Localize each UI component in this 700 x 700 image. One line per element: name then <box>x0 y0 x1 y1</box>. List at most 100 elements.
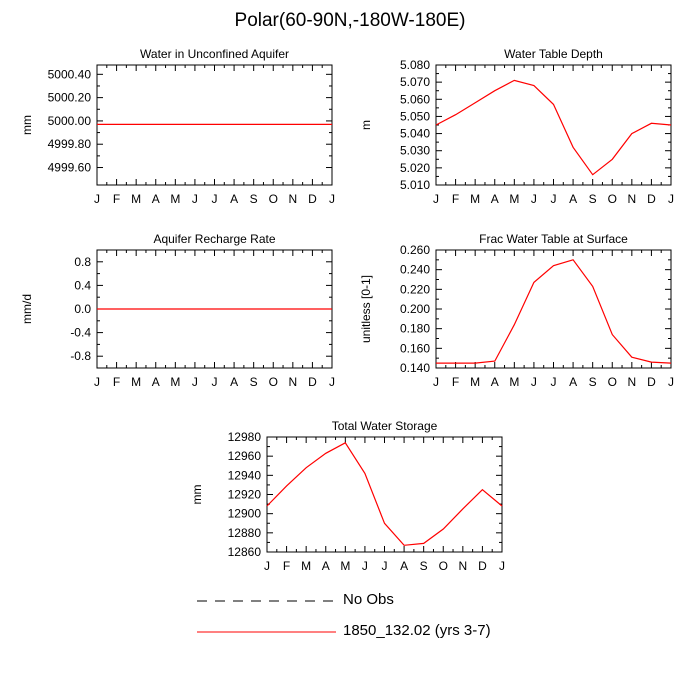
x-tick-label: A <box>491 192 499 206</box>
y-tick-label: 0.260 <box>400 243 430 257</box>
x-tick-label: M <box>509 192 519 206</box>
y-tick-label: 0.8 <box>74 255 91 269</box>
x-tick-label: J <box>264 559 270 573</box>
plot-frame <box>435 249 672 369</box>
x-tick-label: M <box>170 375 180 389</box>
x-tick-label: F <box>283 559 290 573</box>
x-tick-label: A <box>569 192 577 206</box>
x-tick-label: J <box>329 375 335 389</box>
x-tick-label: M <box>131 192 141 206</box>
x-tick-label: D <box>647 375 656 389</box>
x-tick-label: J <box>433 375 439 389</box>
y-tick-label: 12940 <box>228 468 262 482</box>
y-tick-label: 0.220 <box>400 282 430 296</box>
x-tick-label: J <box>212 375 218 389</box>
x-tick-label: A <box>152 192 160 206</box>
x-tick-label: D <box>308 192 317 206</box>
y-tick-label: 4999.60 <box>48 161 92 175</box>
x-tick-label: S <box>420 559 428 573</box>
y-tick-label: 12960 <box>228 449 262 463</box>
y-tick-label: 5.010 <box>400 178 430 192</box>
y-tick-label: 0.140 <box>400 361 430 375</box>
y-axis-label: mm <box>190 485 204 505</box>
panel-title: Aquifer Recharge Rate <box>153 232 275 246</box>
x-tick-label: S <box>250 192 258 206</box>
panel-title: Frac Water Table at Surface <box>479 232 628 246</box>
y-tick-label: 0.0 <box>74 302 91 316</box>
legend <box>197 600 336 633</box>
series-line <box>435 79 672 176</box>
x-tick-label: M <box>470 192 480 206</box>
panel-title: Water in Unconfined Aquifer <box>140 47 289 61</box>
y-tick-label: 12880 <box>228 526 262 540</box>
x-tick-label: J <box>531 192 537 206</box>
y-tick-label: 0.160 <box>400 341 430 355</box>
x-tick-label: F <box>113 375 120 389</box>
y-tick-label: -0.4 <box>70 326 91 340</box>
y-tick-label: 0.200 <box>400 302 430 316</box>
x-tick-label: J <box>212 192 218 206</box>
y-tick-label: 5.080 <box>400 58 430 72</box>
panel-frac-water-table: Frac Water Table at Surface unitless [0-1… <box>359 232 674 389</box>
y-tick-label: 0.4 <box>74 278 91 292</box>
x-tick-label: D <box>478 559 487 573</box>
x-tick-label: A <box>569 375 577 389</box>
x-tick-label: J <box>94 375 100 389</box>
y-tick-label: 4999.80 <box>48 137 92 151</box>
x-tick-label: M <box>509 375 519 389</box>
x-tick-label: O <box>608 192 617 206</box>
x-tick-label: A <box>230 375 238 389</box>
y-tick-label: 5000.00 <box>48 114 92 128</box>
x-tick-label: N <box>288 375 297 389</box>
y-tick-label: 0.240 <box>400 263 430 277</box>
series-line <box>266 442 503 546</box>
legend-label-no-obs: No Obs <box>343 591 394 608</box>
x-tick-label: F <box>113 192 120 206</box>
x-tick-label: J <box>531 375 537 389</box>
x-tick-label: J <box>192 375 198 389</box>
legend-label-model: 1850_132.02 (yrs 3-7) <box>343 622 491 639</box>
x-tick-label: F <box>452 192 459 206</box>
x-tick-label: M <box>470 375 480 389</box>
x-tick-label: J <box>551 375 557 389</box>
x-tick-label: N <box>458 559 467 573</box>
x-tick-label: F <box>452 375 459 389</box>
x-tick-label: N <box>627 192 636 206</box>
x-tick-label: J <box>329 192 335 206</box>
figure-title: Polar(60-90N,-180W-180E) <box>234 10 466 31</box>
panel-title: Water Table Depth <box>504 47 603 61</box>
y-tick-label: 5.020 <box>400 161 430 175</box>
x-tick-label: M <box>170 192 180 206</box>
y-tick-label: 5.050 <box>400 109 430 123</box>
x-tick-label: O <box>608 375 617 389</box>
panel-title: Total Water Storage <box>332 419 438 433</box>
x-tick-label: O <box>439 559 448 573</box>
x-tick-label: M <box>301 559 311 573</box>
x-tick-label: J <box>668 192 674 206</box>
y-tick-label: 5.060 <box>400 92 430 106</box>
x-tick-label: J <box>551 192 557 206</box>
x-tick-label: M <box>340 559 350 573</box>
y-tick-label: 0.180 <box>400 322 430 336</box>
y-tick-label: 12980 <box>228 430 262 444</box>
x-tick-label: A <box>491 375 499 389</box>
x-tick-label: N <box>627 375 636 389</box>
x-tick-label: A <box>400 559 408 573</box>
x-tick-label: J <box>499 559 505 573</box>
x-tick-label: A <box>230 192 238 206</box>
x-tick-label: N <box>288 192 297 206</box>
y-axis-label: mm <box>20 115 34 135</box>
x-tick-label: J <box>668 375 674 389</box>
x-tick-label: O <box>269 375 278 389</box>
y-tick-label: 5000.20 <box>48 91 92 105</box>
y-tick-label: 5.070 <box>400 75 430 89</box>
x-tick-label: A <box>152 375 160 389</box>
x-tick-label: J <box>94 192 100 206</box>
y-axis-label: unitless [0-1] <box>359 275 373 343</box>
x-tick-label: J <box>192 192 198 206</box>
